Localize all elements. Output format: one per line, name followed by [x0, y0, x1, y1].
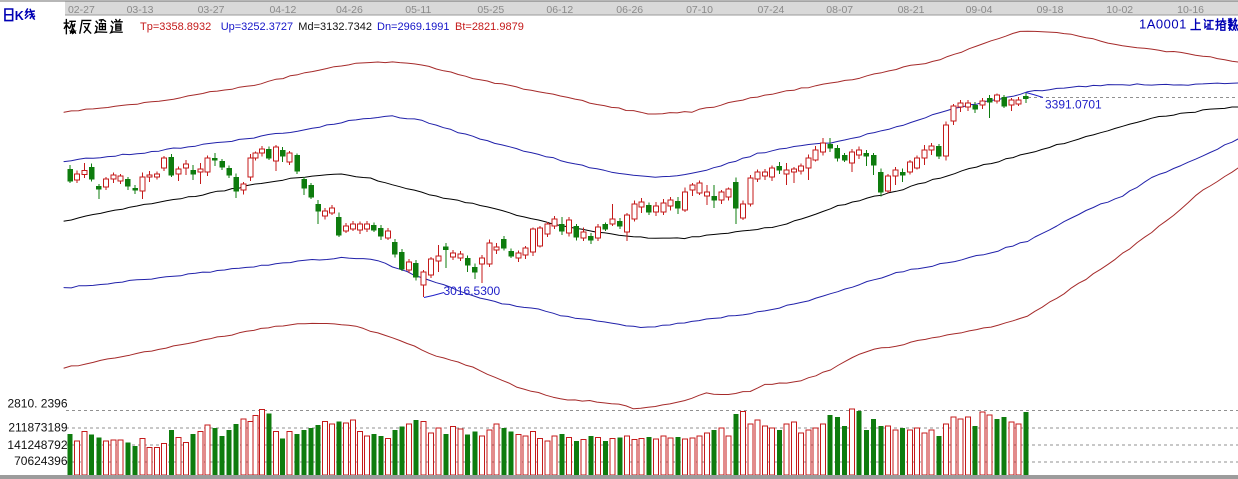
svg-text:08-21: 08-21	[898, 4, 925, 16]
svg-text:05-25: 05-25	[477, 4, 504, 16]
svg-text:Dn=2969.1991: Dn=2969.1991	[377, 21, 449, 33]
svg-text:10-02: 10-02	[1106, 4, 1133, 16]
svg-text:04-26: 04-26	[336, 4, 363, 16]
svg-text:211873189: 211873189	[8, 420, 68, 434]
svg-text:3016.5300: 3016.5300	[444, 284, 501, 298]
svg-text:09-04: 09-04	[966, 4, 993, 16]
svg-text:07-24: 07-24	[757, 4, 784, 16]
svg-text:03-13: 03-13	[127, 4, 154, 16]
svg-text:Up=3252.3727: Up=3252.3727	[221, 21, 293, 33]
svg-text:3391.0701: 3391.0701	[1045, 98, 1102, 112]
svg-text:Md=3132.7342: Md=3132.7342	[298, 21, 372, 33]
svg-text:06-26: 06-26	[616, 4, 643, 16]
svg-text:05-11: 05-11	[405, 4, 431, 16]
svg-text:03-27: 03-27	[198, 4, 225, 16]
svg-text:07-10: 07-10	[686, 4, 713, 16]
svg-text:70624396: 70624396	[14, 454, 68, 468]
svg-text:Bt=2821.9879: Bt=2821.9879	[455, 21, 524, 33]
svg-text:141248792: 141248792	[7, 438, 67, 452]
svg-text:09-18: 09-18	[1037, 4, 1064, 16]
svg-text:02-27: 02-27	[68, 4, 95, 16]
svg-text:08-07: 08-07	[826, 4, 853, 16]
svg-text:Tp=3358.8932: Tp=3358.8932	[140, 21, 211, 33]
svg-text:1A0001: 1A0001	[1139, 17, 1187, 32]
svg-text:04-12: 04-12	[269, 4, 296, 16]
svg-text:10-16: 10-16	[1177, 4, 1204, 16]
svg-text:2810. 2396: 2810. 2396	[7, 397, 67, 411]
svg-text:K: K	[15, 9, 24, 23]
svg-text:06-12: 06-12	[546, 4, 573, 16]
